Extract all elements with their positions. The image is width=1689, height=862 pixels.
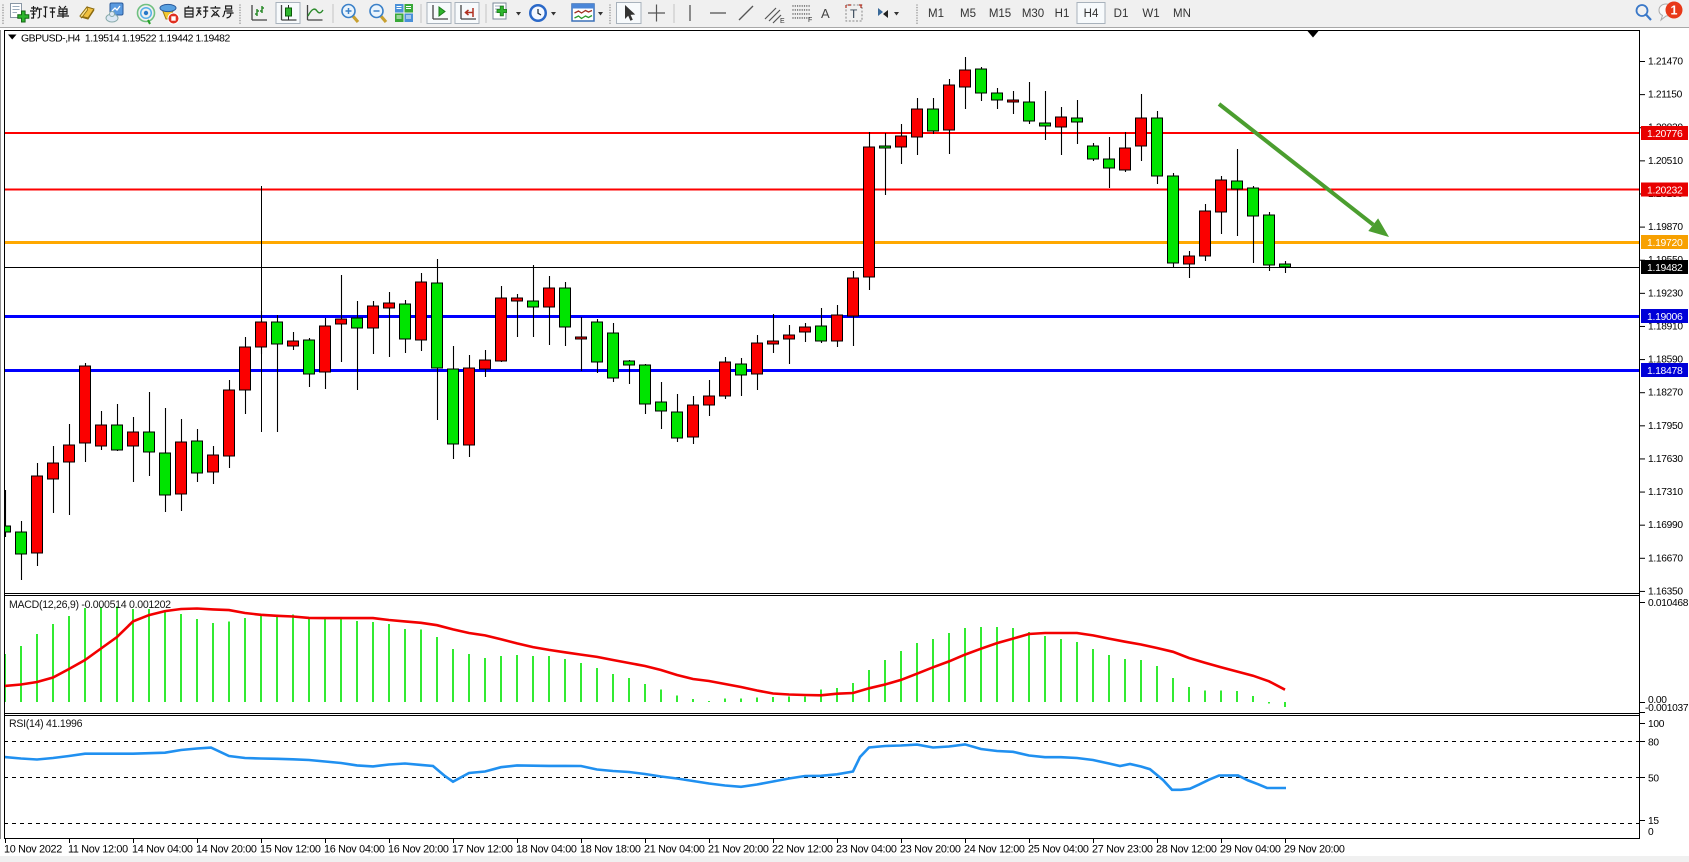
svg-text:MACD(12,26,9) -0.000514 0.0012: MACD(12,26,9) -0.000514 0.001202 [9,599,171,611]
svg-text:21 Nov 20:00: 21 Nov 20:00 [708,844,769,856]
svg-text:1.20776: 1.20776 [1647,129,1683,140]
svg-text:25 Nov 04:00: 25 Nov 04:00 [1028,844,1089,856]
svg-text:D1: D1 [1114,8,1129,20]
svg-text:M5: M5 [960,8,976,20]
svg-text:16 Nov 04:00: 16 Nov 04:00 [324,844,385,856]
svg-text:T: T [850,7,858,21]
svg-text:M30: M30 [1022,8,1044,20]
svg-text:1.16990: 1.16990 [1648,520,1683,531]
svg-text:1.16350: 1.16350 [1648,586,1683,597]
svg-text:27 Nov 23:00: 27 Nov 23:00 [1092,844,1153,856]
svg-text:H1: H1 [1055,8,1070,20]
svg-text:14 Nov 20:00: 14 Nov 20:00 [196,844,257,856]
svg-text:GBPUSD-,H4 1.19514 1.19522 1.: GBPUSD-,H4 1.19514 1.19522 1.19442 1.194… [21,34,231,45]
svg-text:-0.001037: -0.001037 [1645,703,1689,714]
svg-text:1.18270: 1.18270 [1648,388,1683,399]
svg-text:23 Nov 04:00: 23 Nov 04:00 [836,844,897,856]
svg-text:0.00: 0.00 [1648,695,1667,706]
svg-text:1.18590: 1.18590 [1648,355,1683,366]
svg-text:1.19482: 1.19482 [1647,263,1683,274]
svg-text:17 Nov 12:00: 17 Nov 12:00 [452,844,513,856]
svg-text:1.17950: 1.17950 [1648,421,1683,432]
svg-text:H4: H4 [1084,8,1099,20]
svg-text:M15: M15 [989,8,1011,20]
svg-text:21 Nov 04:00: 21 Nov 04:00 [644,844,705,856]
svg-text:29 Nov 20:00: 29 Nov 20:00 [1284,844,1345,856]
svg-text:1.20232: 1.20232 [1647,185,1683,196]
svg-text:M1: M1 [928,8,944,20]
svg-text:1.20510: 1.20510 [1648,156,1683,167]
svg-text:0.010468: 0.010468 [1648,598,1689,609]
svg-text:1.19720: 1.19720 [1647,238,1683,249]
svg-text:15 Nov 12:00: 15 Nov 12:00 [260,844,321,856]
svg-text:16 Nov 20:00: 16 Nov 20:00 [388,844,449,856]
svg-text:50: 50 [1648,774,1659,785]
svg-text:F: F [808,17,812,24]
svg-text:10 Nov 2022: 10 Nov 2022 [4,844,62,856]
svg-text:1.17630: 1.17630 [1648,454,1683,465]
svg-text:RSI(14) 41.1996: RSI(14) 41.1996 [9,718,83,730]
svg-text:1.19870: 1.19870 [1648,222,1683,233]
svg-text:1.18478: 1.18478 [1647,366,1683,377]
svg-text:A: A [821,6,830,21]
svg-text:28 Nov 12:00: 28 Nov 12:00 [1156,844,1217,856]
svg-text:23 Nov 20:00: 23 Nov 20:00 [900,844,961,856]
svg-text:18 Nov 18:00: 18 Nov 18:00 [580,844,641,856]
svg-text:14 Nov 04:00: 14 Nov 04:00 [132,844,193,856]
svg-text:1.19006: 1.19006 [1647,312,1683,323]
svg-text:W1: W1 [1142,8,1159,20]
svg-text:1.21470: 1.21470 [1648,57,1683,68]
svg-text:1.17310: 1.17310 [1648,487,1683,498]
svg-text:0: 0 [1648,827,1654,838]
svg-text:1.16670: 1.16670 [1648,553,1683,564]
svg-text:1.18910: 1.18910 [1648,321,1683,332]
svg-text:18 Nov 04:00: 18 Nov 04:00 [516,844,577,856]
svg-text:1: 1 [1671,4,1678,18]
svg-text:80: 80 [1648,738,1659,749]
svg-text:MN: MN [1173,8,1191,20]
svg-text:24 Nov 12:00: 24 Nov 12:00 [964,844,1025,856]
svg-text:1.21150: 1.21150 [1648,90,1683,101]
svg-text:29 Nov 04:00: 29 Nov 04:00 [1220,844,1281,856]
svg-text:11 Nov 12:00: 11 Nov 12:00 [68,844,128,856]
svg-text:15: 15 [1648,816,1659,827]
svg-text:1.19230: 1.19230 [1648,288,1683,299]
svg-text:E: E [780,18,785,25]
svg-text:22 Nov 12:00: 22 Nov 12:00 [772,844,833,856]
svg-text:100: 100 [1648,719,1665,730]
